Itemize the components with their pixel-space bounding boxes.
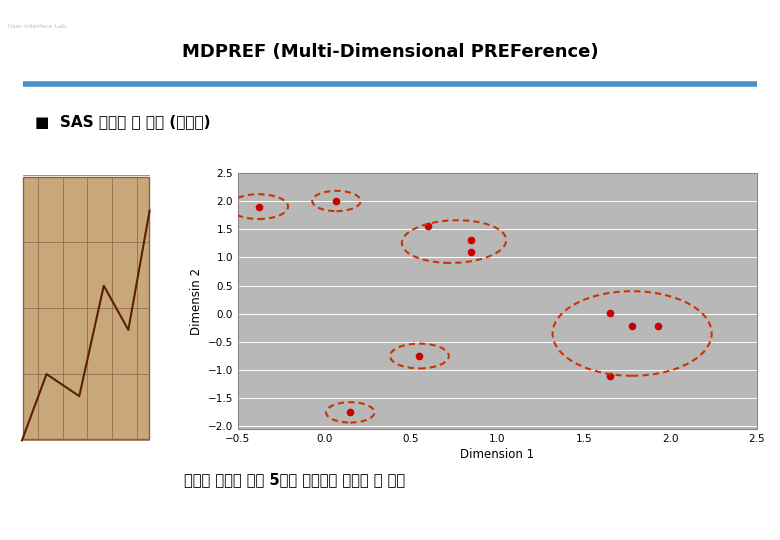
Text: ■  SAS 시각화 및 해석 (평가자): ■ SAS 시각화 및 해석 (평가자) — [34, 114, 211, 129]
Text: MDS: MDS — [726, 9, 768, 26]
Text: MDPREF (Multi-Dimensional PREFerence): MDPREF (Multi-Dimensional PREFerence) — [182, 44, 598, 62]
Text: http://ui.korea.ac.kr: http://ui.korea.ac.kr — [645, 516, 768, 529]
Text: User Interface Lab.: User Interface Lab. — [8, 24, 68, 29]
X-axis label: Dimension 1: Dimension 1 — [460, 448, 534, 461]
Text: 평가자 집단은 크게 5개의 집단으로 나타낼 수 있음: 평가자 집단은 크게 5개의 집단으로 나타낼 수 있음 — [184, 472, 405, 487]
Text: Cunsumers: Cunsumers — [455, 173, 541, 187]
FancyBboxPatch shape — [23, 177, 149, 439]
Text: UI Lab.: UI Lab. — [8, 3, 57, 16]
Y-axis label: Dimensin 2: Dimensin 2 — [190, 267, 204, 335]
